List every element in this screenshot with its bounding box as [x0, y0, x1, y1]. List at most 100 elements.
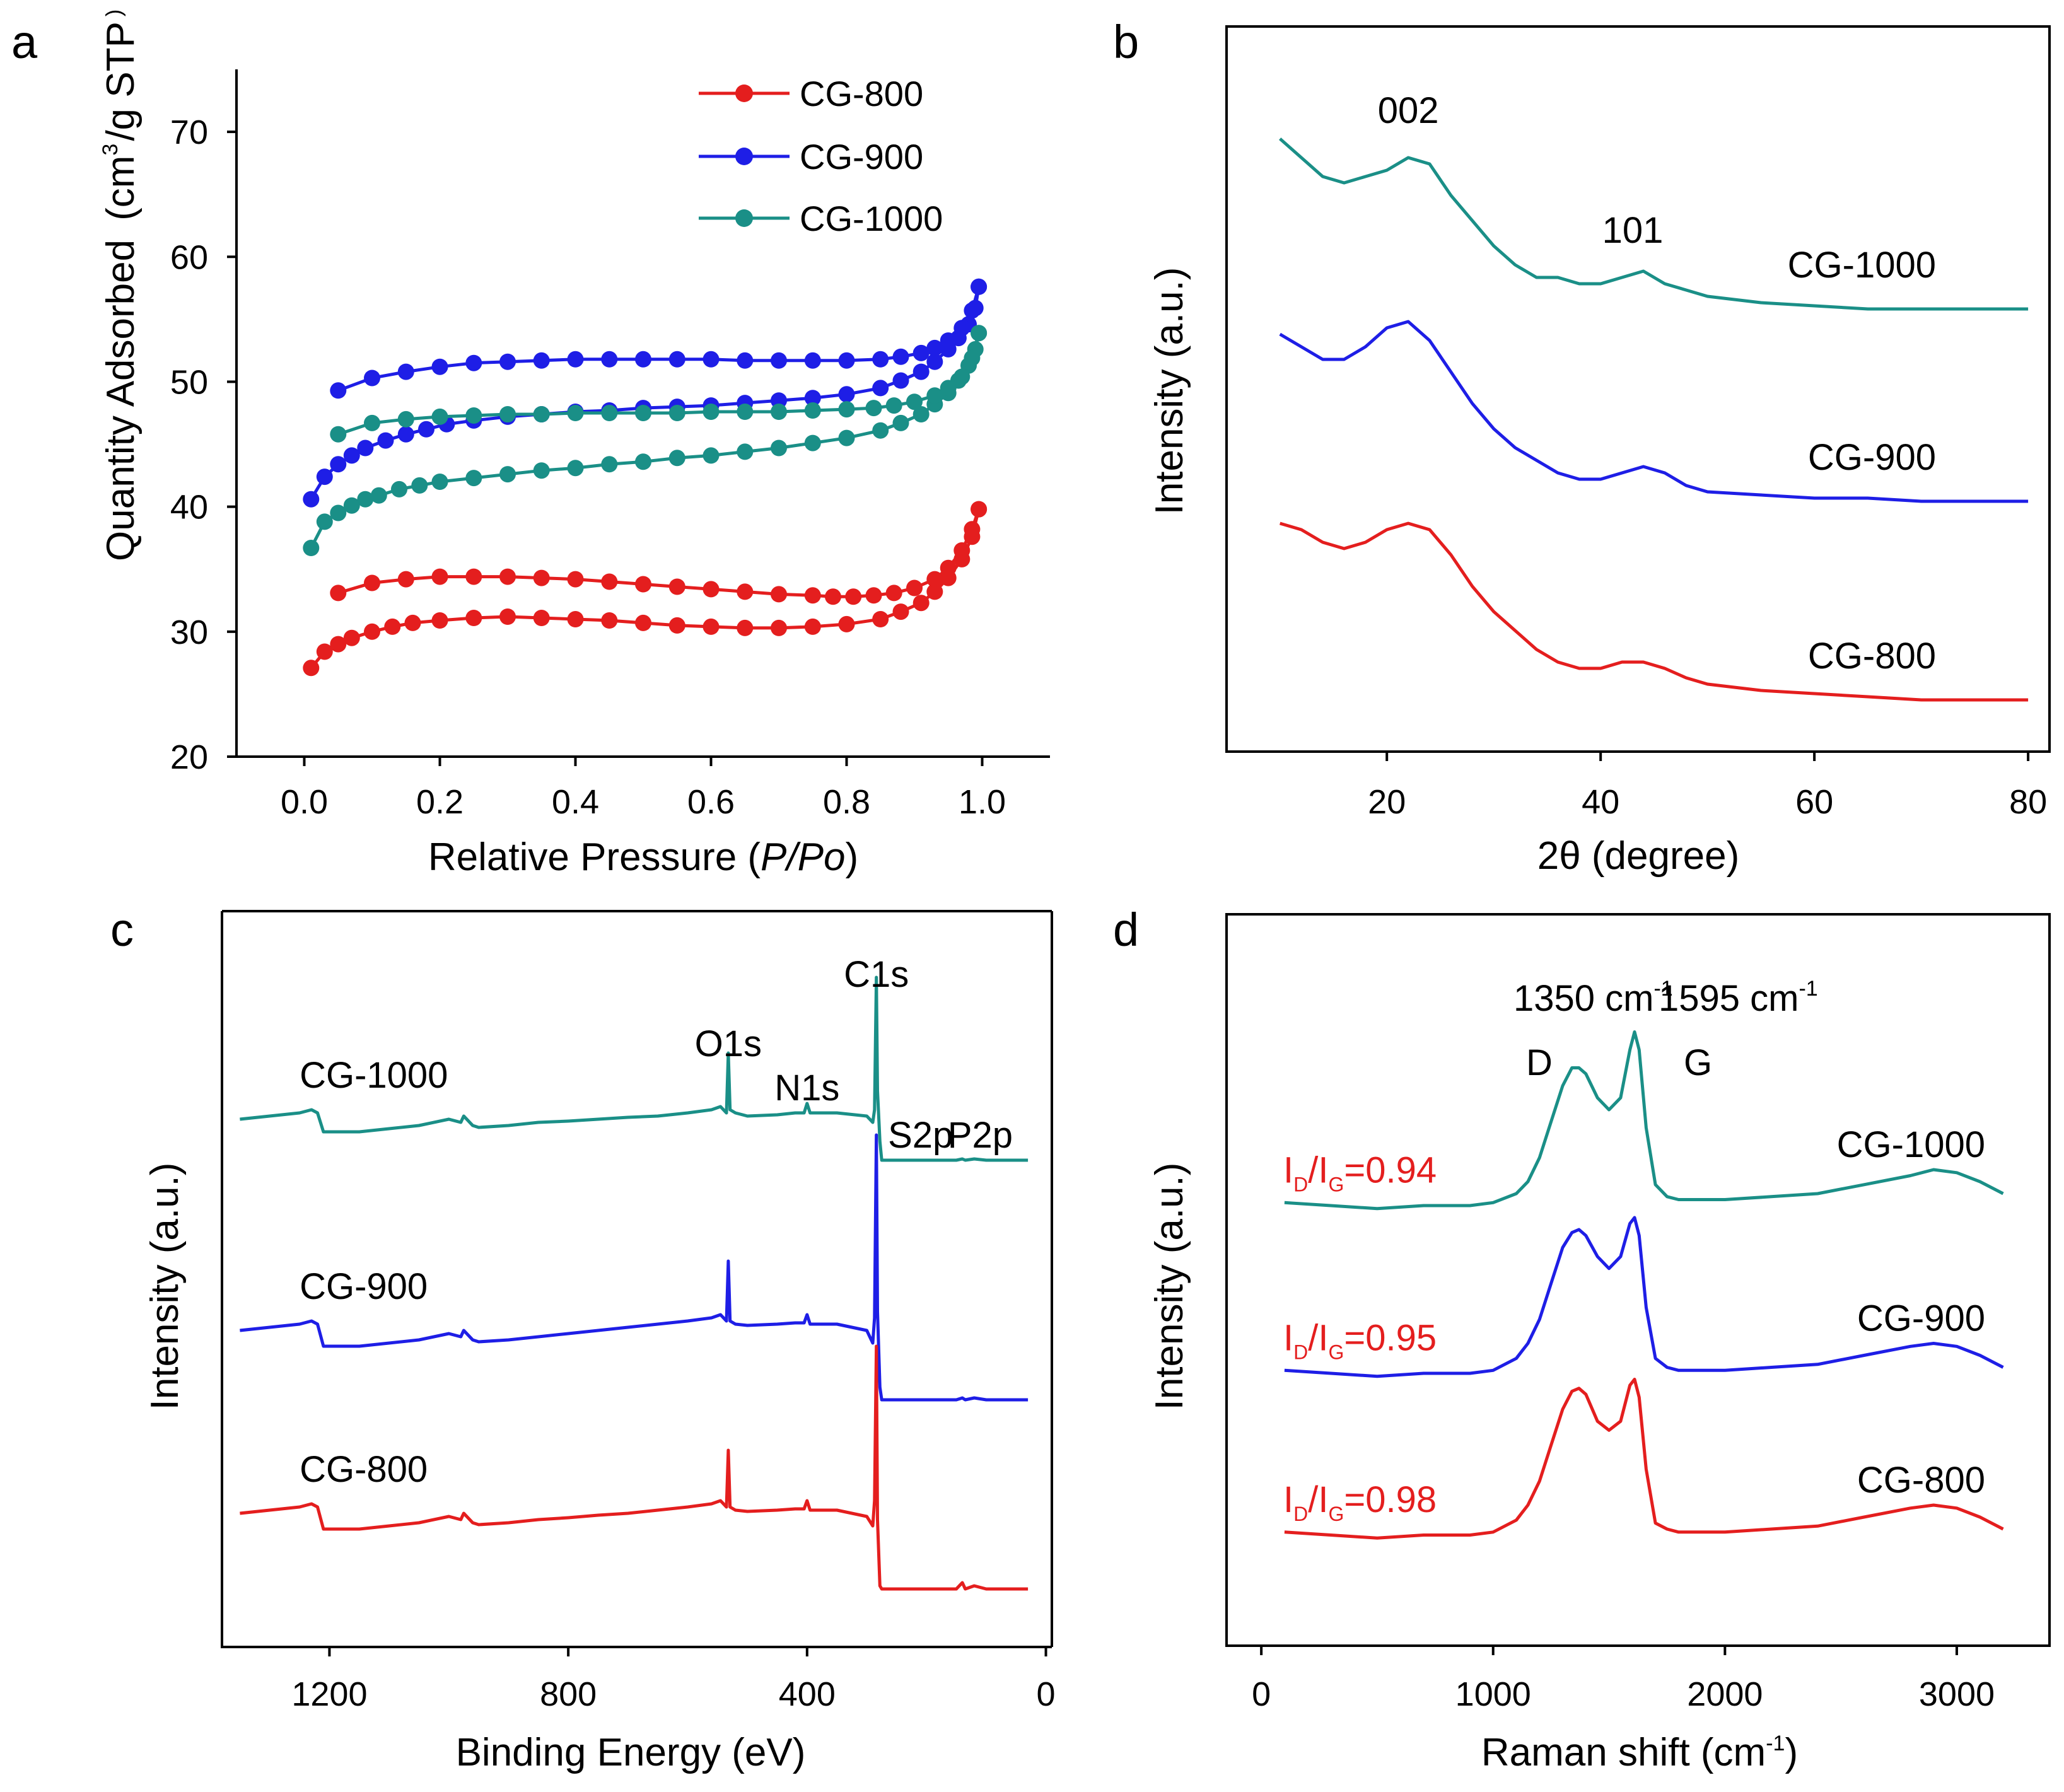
cg-800-desorption-point	[906, 579, 923, 596]
band-letter-g: G	[1684, 1042, 1712, 1083]
cg-900-desorption-point	[567, 351, 584, 368]
cg-1000-adsorption-point	[431, 474, 448, 490]
panel-b: b 20 40 60 80 CG-1000 CG-900 CG-800 002 101 2θ …	[1113, 16, 2051, 878]
cg-800-desorption-point	[567, 571, 584, 588]
x-tick-label-800: 800	[540, 1675, 597, 1713]
legend-item-cg-1000: CG-1000	[699, 199, 943, 238]
panel-a-y-ticks: 20 30 40 50 60 70	[170, 113, 236, 776]
x-tick-label-60: 60	[1795, 783, 1833, 821]
cg-1000-adsorption-point	[316, 513, 333, 530]
cg-800-adsorption-point	[316, 643, 333, 660]
legend-marker-cg-1000	[735, 209, 753, 227]
curve-label-cg-800: CG-800	[1857, 1460, 1985, 1501]
cg-800-adsorption-point	[533, 610, 550, 626]
cg-800-desorption-point	[940, 559, 957, 576]
peak-label-101: 101	[1602, 210, 1664, 251]
peak-label-002: 002	[1378, 90, 1439, 131]
cg-900-desorption-line	[337, 286, 981, 392]
cg-900-adsorption-point	[912, 363, 930, 380]
panel-d-x-ticks: 0 1000 2000 3000	[1252, 1646, 1995, 1713]
cg-800-desorption-point	[865, 587, 882, 604]
cg-1000-desorption-point	[703, 404, 720, 420]
panel-d-frame	[1225, 913, 2051, 1647]
legend-label-cg-1000: CG-1000	[800, 199, 943, 238]
cg-900-desorption-point	[771, 352, 787, 369]
series-cg-800	[1284, 1378, 2004, 1540]
x-tick-label-400: 400	[779, 1675, 836, 1713]
cg-1000-desorption-point	[838, 401, 855, 418]
panel-a-legend: CG-800 CG-900 CG-1000	[699, 74, 943, 238]
cg-1000-desorption-point	[926, 387, 943, 404]
cg-1000-adsorption-point	[872, 422, 889, 439]
cg-800-desorption-point	[804, 587, 821, 604]
cg-1000-adsorption-point	[703, 447, 720, 464]
x-tick-label-0-8: 0.8	[823, 783, 870, 821]
cg-900-adsorption-point	[892, 372, 909, 389]
x-tick-label-0-4: 0.4	[552, 783, 599, 821]
panel-c-y-label: Intensity (a.u.)	[143, 1163, 187, 1411]
cg-800-adsorption-point	[926, 583, 943, 600]
cg-800-desorption-line	[337, 508, 981, 598]
cg-800-desorption-point	[465, 568, 482, 585]
cg-1000-desorption-point	[567, 405, 584, 421]
series-cg-1000	[240, 975, 1029, 1162]
cg-900-desorption-point	[912, 344, 930, 361]
cg-800-adsorption-point	[872, 611, 889, 627]
panel-d-series	[1284, 1030, 2004, 1540]
cg-1000-desorption-point	[499, 406, 516, 422]
curve-label-cg-800: CG-800	[1808, 636, 1936, 677]
legend-item-cg-800: CG-800	[699, 74, 923, 113]
cg-900-desorption-point	[971, 278, 988, 295]
cg-1000-desorption-point	[804, 402, 821, 419]
cg-1000-desorption-point	[397, 410, 414, 428]
cg-800-desorption-point	[431, 568, 448, 585]
cg-800-adsorption-point	[892, 603, 909, 620]
cg-900-desorption-point	[964, 302, 981, 319]
cg-1000-adsorption-point	[838, 429, 855, 446]
cg-900-desorption-point	[431, 358, 448, 375]
series-cg-1000	[303, 325, 988, 556]
cg-800-desorption-point	[926, 571, 943, 588]
cg-1000-desorption-point	[364, 414, 380, 431]
cg-800-adsorption-point	[303, 660, 320, 677]
cg-1000-desorption-point	[668, 405, 685, 421]
panel-a-letter: a	[11, 16, 38, 68]
cg-900-adsorption-point	[771, 392, 787, 409]
cg-800-adsorption-point	[364, 623, 380, 640]
cg-900-desorption-point	[465, 354, 482, 371]
cg-800-desorption-point	[964, 521, 981, 538]
cg-900-adsorption-point	[926, 353, 943, 370]
cg-1000-adsorption-point	[533, 462, 550, 479]
cg-800-desorption-point	[601, 573, 618, 590]
x-tick-label-1-0: 1.0	[959, 783, 1006, 821]
legend-item-cg-900: CG-900	[699, 137, 923, 177]
cg-800-desorption-point	[533, 569, 550, 586]
panel-b-y-label: Intensity (a.u.)	[1148, 267, 1191, 515]
series-cg-900	[1279, 320, 2029, 503]
series-cg-800	[303, 501, 988, 677]
cg-900-desorption-point	[872, 351, 889, 368]
panel-c-series	[240, 975, 1029, 1591]
series-cg-800	[1279, 521, 2029, 702]
cg-900-desorption-point	[953, 320, 971, 337]
cg-1000-desorption-point	[635, 405, 651, 421]
cg-900-adsorption-point	[872, 380, 889, 397]
peak-label-c1s: C1s	[844, 954, 909, 995]
cg-1000-adsorption-point	[357, 491, 374, 508]
cg-900-desorption-point	[926, 339, 943, 356]
curve-label-cg-1000: CG-1000	[1788, 245, 1936, 286]
cg-1000-desorption-point	[940, 380, 957, 397]
cg-1000-desorption-point	[330, 426, 347, 443]
panel-b-letter: b	[1113, 16, 1139, 68]
cg-900-desorption-point	[330, 382, 347, 399]
panel-d-letter: d	[1113, 904, 1139, 956]
x-tick-label-0-2: 0.2	[416, 783, 464, 821]
x-tick-label-0-0: 0.0	[281, 783, 328, 821]
curve-label-cg-800: CG-800	[300, 1449, 428, 1490]
x-tick-label-3000: 3000	[1919, 1675, 1995, 1713]
panel-a: a 20 30 40 50 60 70 0.0 0.2 0.4 0.6 0.8 1.0 Relati…	[11, 9, 1050, 879]
cg-1000-desorption-point	[885, 397, 902, 414]
x-tick-label-20: 20	[1368, 783, 1406, 821]
